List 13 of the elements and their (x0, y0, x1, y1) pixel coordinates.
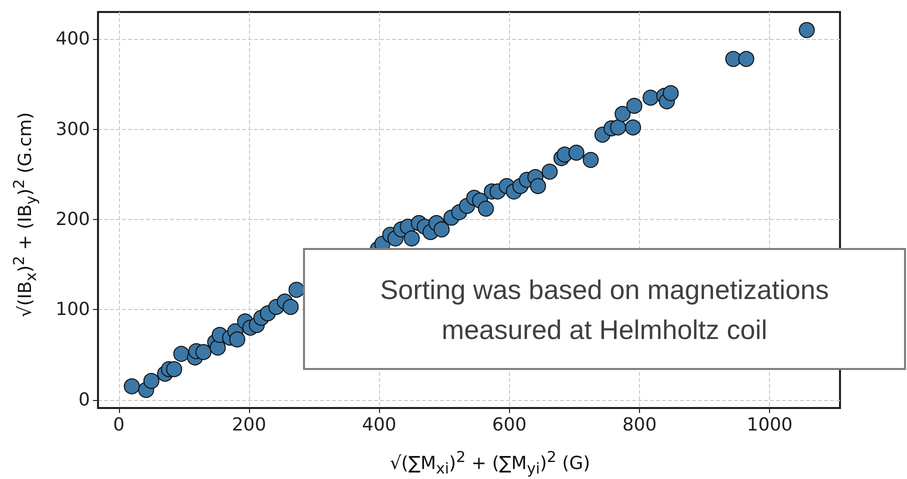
x-tick-label: 600 (492, 414, 527, 436)
text-box: Sorting was based on magnetizations measured at Helmholtz coil (303, 248, 906, 370)
y-tick-label: 100 (56, 299, 90, 320)
x-tick-label: 0 (113, 414, 125, 436)
y-tick-label: 0 (78, 389, 90, 410)
x-tick-label: 400 (362, 414, 396, 436)
x-tick-label: 200 (232, 414, 266, 436)
y-tick-label: 400 (56, 28, 90, 50)
y-tick-label: 300 (56, 118, 90, 140)
y-tick-label: 200 (56, 208, 90, 230)
text: √(∑M$_{xi}$)$^{2}$ + (∑M$_{yi}$)$^{2}$ (G) (390, 448, 590, 478)
x-tick-label: 1000 (746, 414, 793, 436)
x-tick-label: 800 (622, 414, 657, 436)
